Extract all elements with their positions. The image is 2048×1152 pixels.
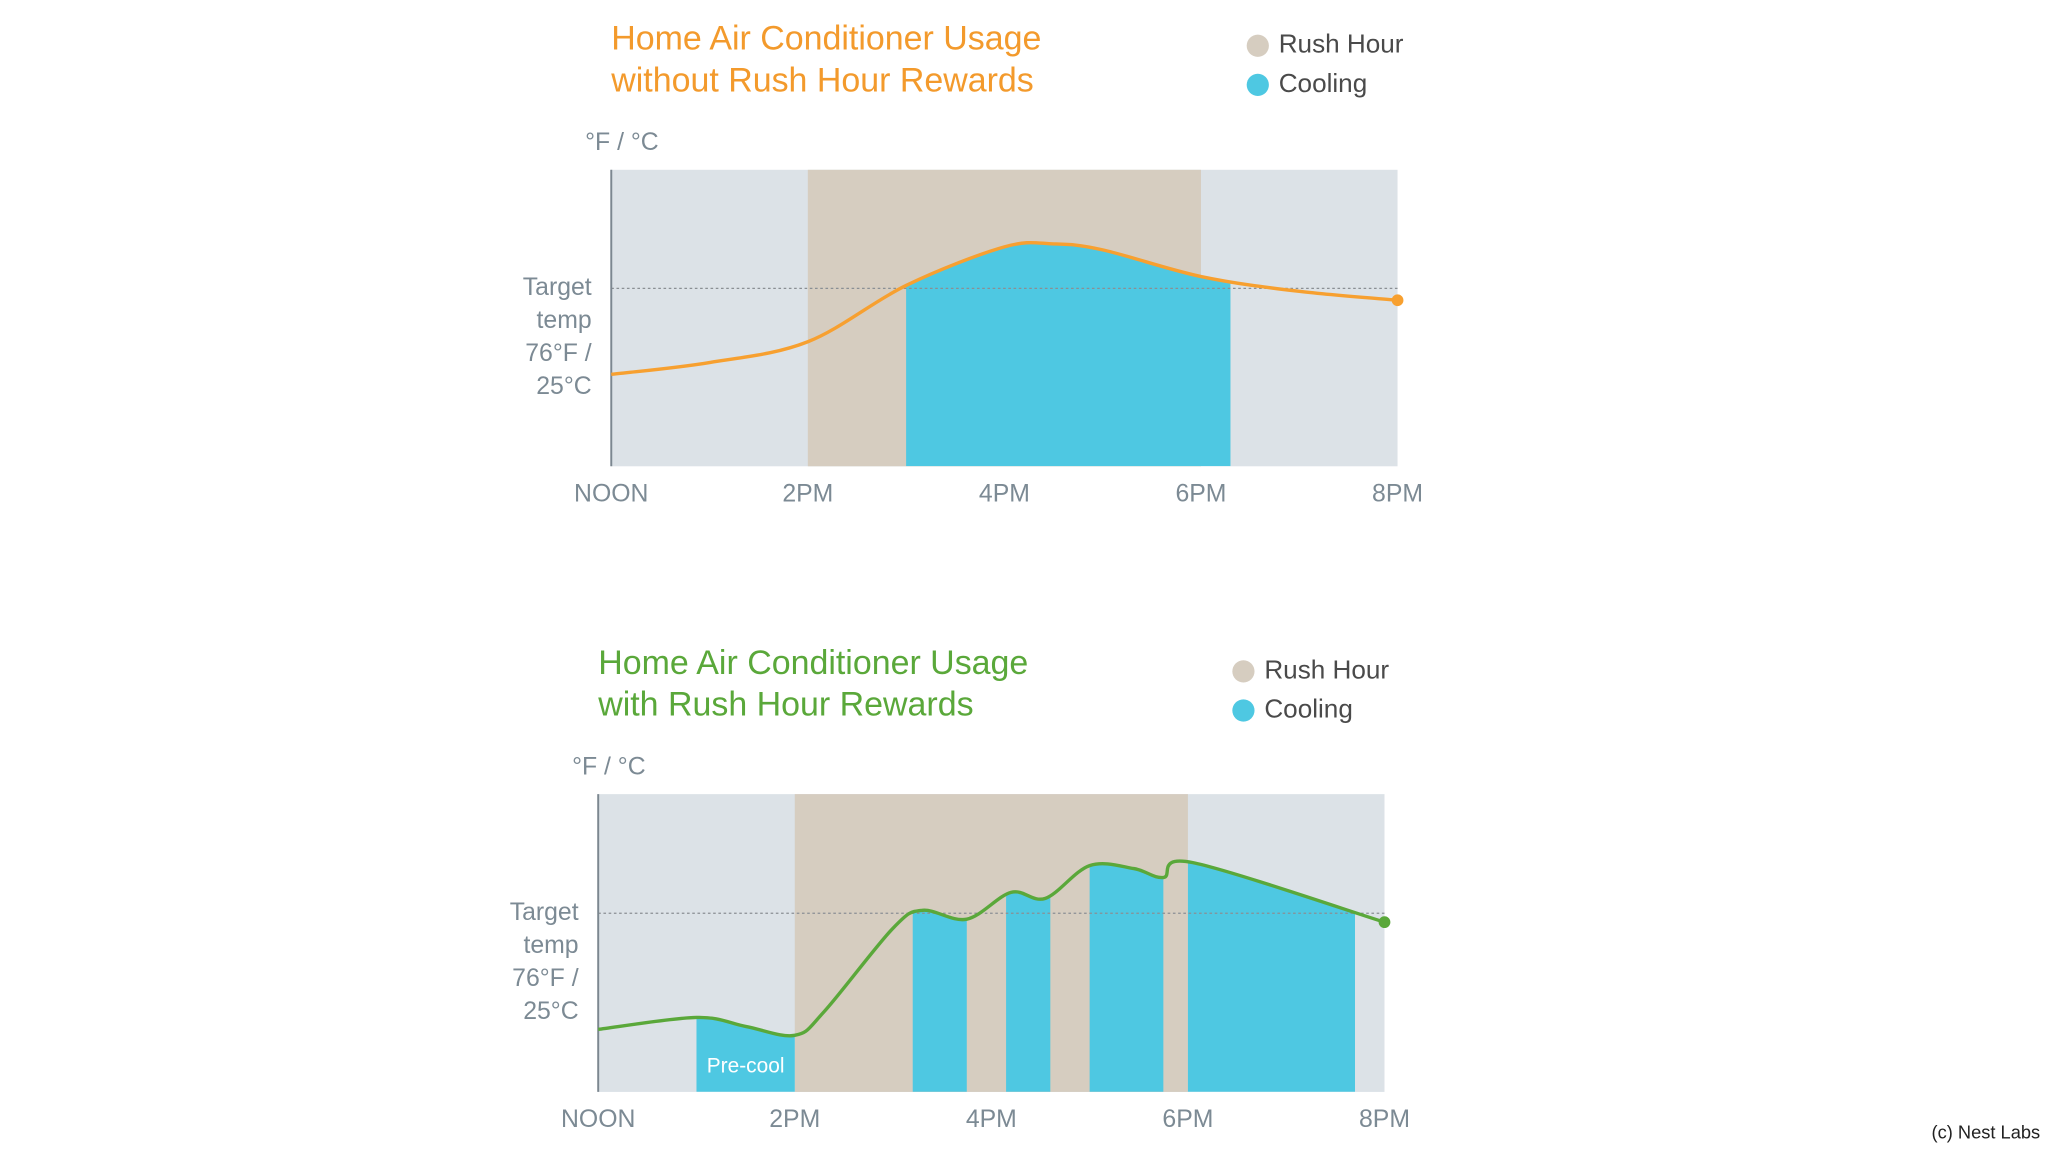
x-tick-label: 8PM: [1359, 1106, 1410, 1133]
chart: Home Air Conditioner Usage with Rush Hour…: [510, 644, 1410, 1133]
chart-title: Home Air Conditioner Usage: [598, 644, 1028, 682]
legend-label: Rush Hour: [1279, 29, 1404, 59]
chart-title: Home Air Conditioner Usage: [611, 19, 1041, 57]
x-tick-label: 2PM: [769, 1106, 820, 1133]
temperature-line: [597, 859, 1385, 1038]
target-label: Target: [523, 274, 592, 301]
target-label: 25°C: [536, 373, 591, 400]
end-point: [1378, 916, 1391, 929]
target-label: 76°F /: [525, 340, 592, 367]
x-tick-label: 6PM: [1175, 481, 1226, 508]
cooling-period: [1089, 861, 1164, 1092]
target-label: Target: [510, 899, 579, 926]
y-axis-label: °F / °C: [572, 754, 646, 781]
y-axis-label: °F / °C: [585, 129, 659, 156]
legend-swatch: [1246, 73, 1269, 96]
chart-title: with Rush Hour Rewards: [597, 686, 973, 724]
chart: Home Air Conditioner Usage without Rush H…: [523, 19, 1423, 507]
target-label: 25°C: [523, 998, 578, 1025]
target-label: 76°F /: [512, 965, 579, 992]
legend-label: Rush Hour: [1264, 654, 1389, 684]
x-tick-label: 4PM: [966, 1106, 1017, 1133]
x-tick-label: 6PM: [1162, 1106, 1213, 1133]
credit: (c) Nest Labs: [1932, 1122, 2041, 1143]
annotation: Pre-cool: [707, 1055, 785, 1078]
temperature-line: [611, 240, 1398, 377]
target-label: temp: [523, 932, 578, 959]
end-point: [1391, 294, 1404, 307]
x-tick-label: 8PM: [1372, 481, 1423, 508]
legend-swatch: [1232, 699, 1255, 722]
cooling-period: [906, 242, 1231, 467]
chart-title: without Rush Hour Rewards: [610, 61, 1034, 99]
x-tick-label: 2PM: [782, 481, 833, 508]
target-label: temp: [537, 307, 592, 334]
legend-swatch: [1246, 34, 1269, 57]
x-tick-label: 4PM: [979, 481, 1030, 508]
x-tick-label: NOON: [574, 481, 648, 508]
legend-label: Cooling: [1279, 68, 1368, 98]
legend-label: Cooling: [1264, 693, 1353, 723]
x-tick-label: NOON: [561, 1106, 635, 1133]
legend-swatch: [1232, 660, 1255, 683]
